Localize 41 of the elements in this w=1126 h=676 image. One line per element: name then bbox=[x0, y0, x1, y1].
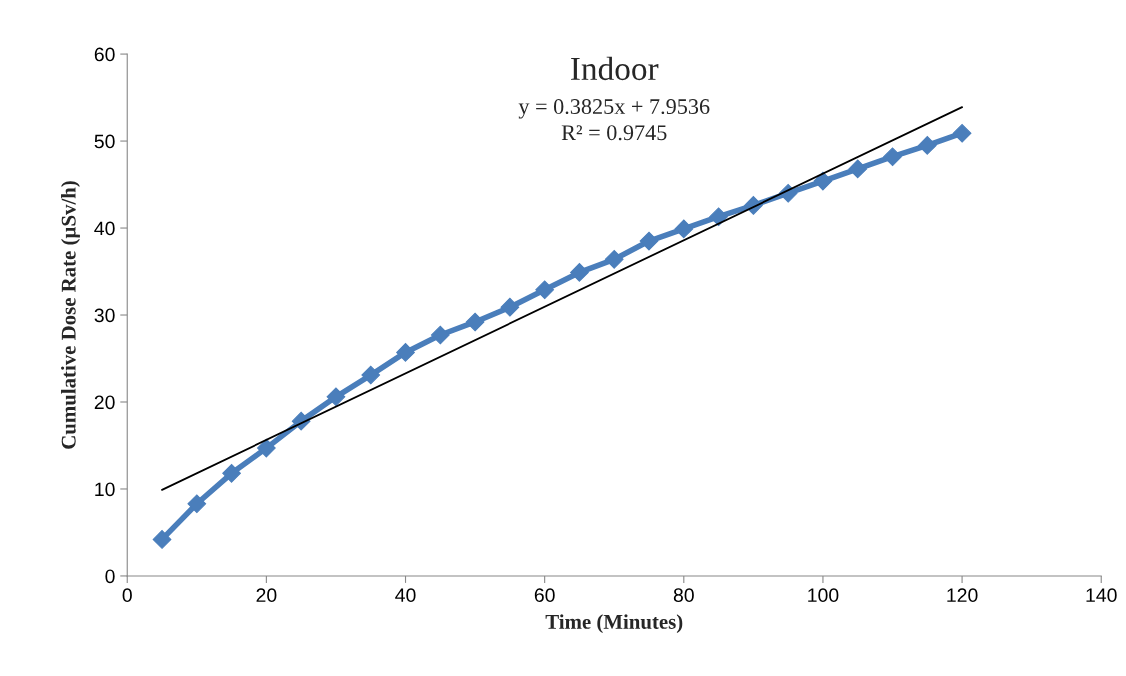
point bbox=[430, 325, 450, 345]
point bbox=[222, 463, 241, 483]
x-tick-label: 60 bbox=[534, 588, 555, 603]
x-tick-label: 140 bbox=[1086, 588, 1117, 603]
annotation: y = 0.3825x + 7.9536 bbox=[518, 99, 710, 119]
point bbox=[326, 387, 346, 407]
y-tick-label: 60 bbox=[94, 47, 115, 62]
y-tick-label: 20 bbox=[94, 395, 115, 410]
point bbox=[570, 263, 589, 282]
x-tick-label: 20 bbox=[256, 588, 277, 603]
point bbox=[535, 280, 555, 300]
point bbox=[361, 365, 381, 385]
y-axis-title: Cumulative Dose Rate (µSv/h) bbox=[61, 181, 80, 449]
point bbox=[604, 249, 624, 269]
x-tick-label: 40 bbox=[395, 588, 416, 603]
y-tick-label: 10 bbox=[95, 482, 115, 497]
x-tick-label: 80 bbox=[673, 588, 694, 603]
point bbox=[674, 219, 694, 239]
point bbox=[952, 123, 972, 143]
point bbox=[709, 207, 728, 227]
point bbox=[152, 530, 172, 549]
point bbox=[187, 494, 207, 514]
x-axis-title: Time (Minutes) bbox=[545, 614, 683, 634]
point bbox=[500, 297, 520, 317]
y-tick-label: 30 bbox=[94, 308, 115, 323]
point bbox=[917, 136, 937, 155]
x-tick-label: 120 bbox=[947, 588, 978, 603]
x-tick-label: 100 bbox=[808, 588, 839, 603]
point bbox=[257, 438, 276, 458]
y-tick-label: 0 bbox=[105, 569, 115, 584]
point bbox=[883, 147, 902, 167]
y-tick-label: 50 bbox=[94, 134, 115, 149]
y-tick-label: 40 bbox=[94, 221, 115, 236]
point bbox=[396, 343, 415, 362]
annotation: R² = 0.9745 bbox=[561, 125, 667, 141]
x-tick-label: 0 bbox=[122, 588, 132, 603]
point bbox=[465, 312, 485, 332]
point bbox=[639, 231, 659, 251]
point bbox=[848, 159, 868, 179]
chart-title: Indoor bbox=[571, 56, 659, 81]
point bbox=[813, 171, 833, 191]
